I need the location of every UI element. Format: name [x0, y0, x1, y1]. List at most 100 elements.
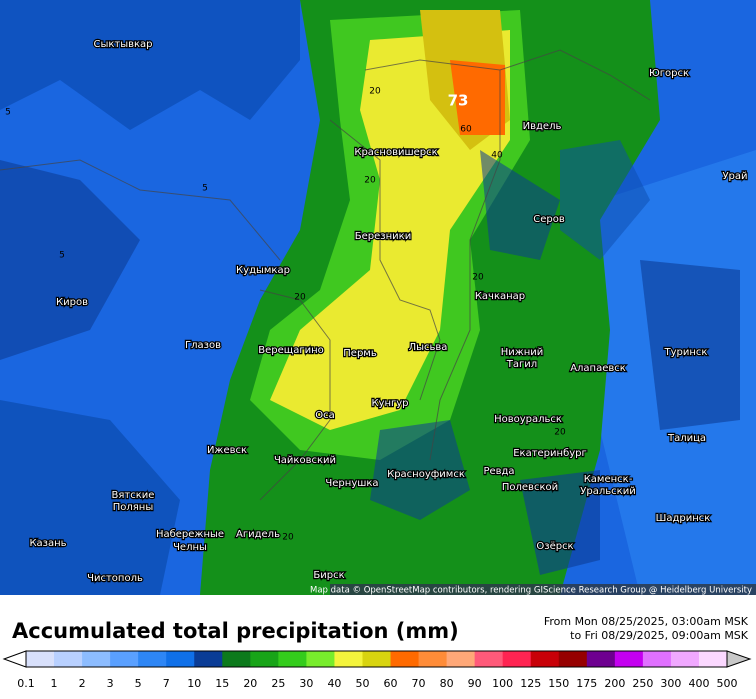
colorbar-label: 150	[548, 677, 569, 690]
city-label: Березники	[355, 231, 411, 242]
colorbar-label: 25	[271, 677, 285, 690]
city-label: Урай	[722, 171, 747, 182]
city-label: Ижевск	[207, 445, 247, 456]
contour-label: 5	[5, 108, 11, 118]
colorbar-label: 125	[520, 677, 541, 690]
city-label: Набережные	[156, 529, 224, 540]
colorbar-cell	[390, 651, 420, 667]
colorbar-cell	[362, 651, 392, 667]
attribution: Map data © OpenStreetMap contributors, r…	[310, 586, 752, 596]
colorbar-cell	[110, 651, 139, 667]
colorbar-cell	[670, 651, 700, 667]
city-label: Бирск	[313, 570, 344, 581]
city-label: Серов	[533, 214, 565, 225]
city-label: Озёрск	[536, 541, 573, 552]
city-label: Чернушка	[325, 478, 378, 489]
city-label: Кунгур	[371, 398, 408, 409]
colorbar-label: 3	[107, 677, 114, 690]
colorbar-label: 40	[327, 677, 341, 690]
colorbar-cell	[446, 651, 476, 667]
colorbar-label: 20	[243, 677, 257, 690]
date-from: From Mon 08/25/2025, 03:00am MSK	[544, 615, 749, 628]
contour-label: 20	[554, 428, 566, 438]
contour-label: 20	[472, 273, 484, 283]
city-label: Кудымкар	[236, 265, 290, 276]
city-label: Красновишерск	[354, 147, 437, 158]
city-label: Полевской	[502, 482, 558, 493]
colorbar-cell	[698, 651, 728, 667]
colorbar-cell	[250, 651, 279, 667]
colorbar-label: 100	[492, 677, 513, 690]
colorbar-cell	[334, 651, 363, 667]
contour-label: 20	[294, 293, 306, 303]
map: Map data © OpenStreetMap contributors, r…	[0, 0, 756, 596]
city-label: Поляны	[113, 502, 153, 513]
colorbar-cell	[586, 651, 616, 667]
colorbar-label: 7	[163, 677, 170, 690]
colorbar-label: 10	[187, 677, 201, 690]
contour-labels: 60 40 20 20 20 20 5 5 5 20 20	[5, 87, 566, 543]
city-label: Качканар	[475, 291, 525, 302]
city-label: Вятские	[112, 490, 155, 501]
colorbar-cell	[138, 651, 167, 667]
colorbar-label: 500	[717, 677, 738, 690]
colorbar-cell	[26, 651, 55, 667]
legend-title: Accumulated total precipitation (mm)	[12, 619, 459, 643]
city-label: Уральский	[580, 486, 635, 497]
city-label: Агидель	[236, 529, 280, 540]
colorbar-label: 70	[412, 677, 426, 690]
colorbar-label: 300	[660, 677, 681, 690]
colorbar-cell	[614, 651, 644, 667]
city-label: Сыктывкар	[93, 39, 152, 50]
city-label: Шадринск	[656, 513, 711, 524]
city-label: Туринск	[664, 347, 708, 358]
colorbar-label: 175	[576, 677, 597, 690]
city-label: Глазов	[185, 340, 221, 351]
city-label: Красноуфимск	[387, 469, 465, 480]
colorbar-frame	[25, 650, 728, 668]
colorbar-cell	[54, 651, 83, 667]
colorbar-cell	[642, 651, 672, 667]
colorbar-over	[726, 650, 752, 668]
city-label: Оса	[315, 410, 335, 421]
colorbar-cell	[530, 651, 560, 667]
city-label: Екатеринбург	[513, 448, 587, 459]
city-label: Верещагино	[258, 345, 323, 356]
city-label: Челны	[173, 542, 207, 553]
colorbar-cell	[278, 651, 307, 667]
city-label: Нижний	[501, 347, 544, 358]
contour-label: 60	[460, 125, 472, 135]
contour-label: 40	[491, 151, 503, 161]
contour-label: 20	[369, 87, 381, 97]
city-label: Пермь	[343, 348, 377, 359]
colorbar-cell	[82, 651, 111, 667]
colorbar-label: 2	[79, 677, 86, 690]
city-label: Ивдель	[523, 121, 562, 132]
date-to: to Fri 08/29/2025, 09:00am MSK	[570, 629, 749, 642]
city-label: Алапаевск	[570, 363, 626, 374]
city-label: Тагил	[506, 359, 537, 370]
colorbar-cell	[194, 651, 223, 667]
colorbar-cell	[418, 651, 448, 667]
colorbar-label: 250	[632, 677, 653, 690]
colorbar-label: 30	[299, 677, 313, 690]
colorbar-cell	[558, 651, 588, 667]
city-label: Лысьва	[409, 342, 448, 353]
contour-label: 5	[59, 251, 65, 261]
colorbar-label: 60	[384, 677, 398, 690]
city-label: Казань	[29, 538, 66, 549]
city-label: Талица	[667, 433, 706, 444]
contour-label: 5	[202, 184, 208, 194]
peak-label: 73	[448, 92, 469, 110]
city-label: Киров	[56, 297, 88, 308]
colorbar-cell	[222, 651, 251, 667]
colorbar-cell	[166, 651, 195, 667]
colorbar-label: 80	[440, 677, 454, 690]
contour-label: 20	[364, 176, 376, 186]
colorbar-label: 5	[135, 677, 142, 690]
colorbar-label: 90	[468, 677, 482, 690]
colorbar: 0.1 1 2 3 5 7 10 15 20 25 30 40 50 60 70 80 90 100 125 150 1…	[2, 650, 752, 690]
city-label: Чайковский	[274, 455, 336, 466]
city-label: Ревда	[483, 466, 514, 477]
